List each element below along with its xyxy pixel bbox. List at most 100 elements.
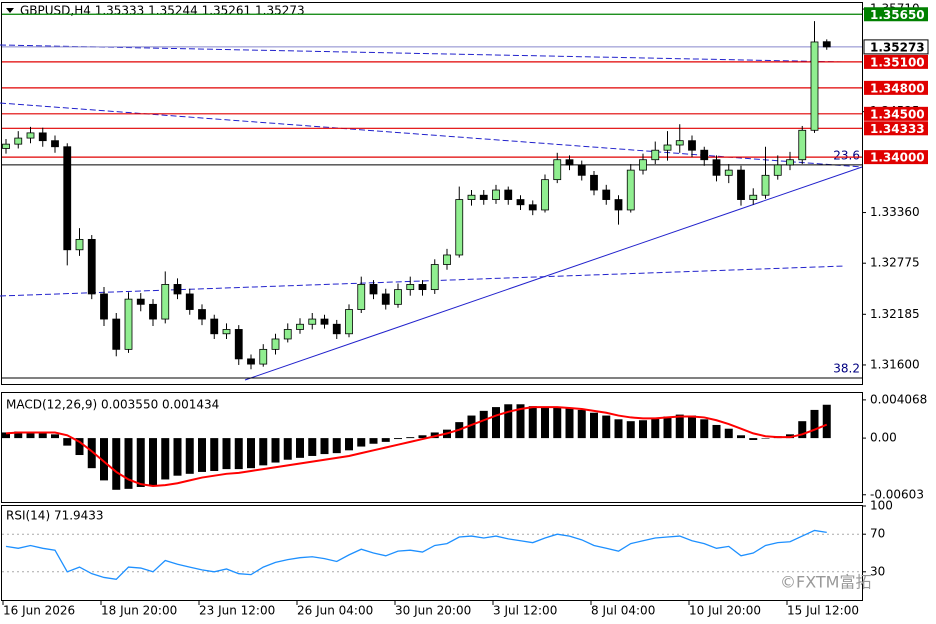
macd-bar	[320, 438, 329, 455]
level-box	[864, 106, 928, 121]
candle-body	[247, 358, 255, 365]
candle-body	[271, 338, 280, 350]
macd-bar	[639, 420, 647, 439]
candle-body	[553, 159, 562, 181]
menu-arrow[interactable]	[6, 8, 14, 13]
macd-bar	[357, 438, 366, 447]
candle-body	[14, 137, 23, 145]
macd-panel	[1, 392, 863, 503]
macd-bar	[492, 407, 500, 439]
candle-body	[222, 329, 231, 335]
candle-body	[675, 140, 684, 146]
candle-body	[443, 254, 451, 265]
candle-body	[26, 132, 35, 139]
macd-title: MACD(12,26,9) 0.003550 0.001434	[6, 398, 219, 412]
level-box	[864, 7, 928, 22]
price-panel	[1, 2, 863, 385]
macd-bar	[761, 438, 770, 439]
candle-body	[369, 284, 378, 295]
level-box	[864, 150, 928, 165]
candle-body	[296, 323, 304, 330]
x-tick-label: 8 Jul 04:00	[591, 604, 655, 618]
candle-body	[712, 159, 721, 176]
macd-bar	[234, 438, 243, 470]
chart-title: GBPUSD,H4 1.35333 1.35244 1.35261 1.3527…	[20, 4, 305, 18]
candle-body	[418, 284, 427, 291]
level-label: 1.35100	[870, 55, 925, 69]
y-tick-label: 1.31600	[870, 357, 920, 371]
candle-body	[87, 238, 96, 295]
macd-bar	[467, 415, 476, 439]
candle-body	[565, 159, 574, 166]
macd-bar	[810, 409, 819, 439]
candle-body	[541, 179, 549, 211]
candle-body	[479, 194, 488, 200]
fib-label: 38.2	[833, 361, 860, 375]
x-tick-label: 15 Jul 12:00	[787, 604, 859, 618]
y-tick-label: 1.33360	[870, 205, 920, 219]
x-tick-label: 3 Jul 12:00	[493, 604, 557, 618]
macd-bar	[724, 428, 733, 439]
macd-bar	[222, 438, 231, 470]
macd-bar	[161, 438, 170, 480]
candle-body	[737, 169, 745, 200]
candle-body	[626, 169, 635, 211]
x-tick-label: 30 Jun 20:00	[395, 604, 471, 618]
macd-bar	[332, 438, 341, 454]
macd-bar	[51, 434, 59, 439]
candle-body	[528, 204, 537, 211]
rsi-panel	[1, 505, 863, 601]
candle-body	[198, 309, 206, 320]
macd-bar	[675, 414, 684, 439]
y-tick-label: -0.00603	[870, 487, 924, 501]
watermark: ©FXTM富拓	[780, 573, 871, 592]
macd-bar	[737, 435, 745, 439]
candle-body	[357, 284, 366, 310]
macd-bar	[26, 431, 35, 439]
candle-body	[161, 284, 170, 320]
signal-line	[5, 406, 828, 488]
candle-body	[504, 189, 513, 200]
candle-body	[332, 323, 341, 335]
candle-body	[639, 159, 647, 171]
candle-body	[100, 293, 108, 320]
y-tick-label: 100	[870, 499, 893, 513]
macd-bar	[553, 407, 562, 439]
macd-bar	[700, 419, 709, 439]
y-tick-label: 70	[870, 527, 885, 541]
macd-bar	[100, 438, 108, 481]
candle-body	[38, 132, 47, 142]
macd-bar	[14, 431, 23, 439]
macd-bar	[504, 404, 513, 439]
candle-body	[173, 284, 182, 295]
x-tick-label: 10 Jul 20:00	[689, 604, 761, 618]
candle-body	[761, 174, 770, 196]
macd-bar	[381, 438, 390, 442]
candle-body	[810, 41, 819, 131]
trendline	[0, 265, 846, 297]
y-tick-label: 1.32185	[870, 307, 920, 321]
level-box	[864, 80, 928, 95]
candle-body	[345, 309, 353, 335]
candle-body	[210, 318, 219, 335]
macd-bar	[663, 416, 672, 439]
y-tick-label: 0.004068	[870, 392, 927, 406]
candle-body	[51, 140, 59, 148]
macd-bar	[345, 438, 353, 451]
macd-bar	[112, 438, 121, 490]
macd-bar	[369, 438, 378, 444]
candle-body	[749, 194, 758, 200]
macd-bar	[798, 421, 807, 439]
candle-body	[136, 298, 145, 305]
candle-body	[406, 284, 415, 291]
x-tick-label: 23 Jun 12:00	[199, 604, 275, 618]
macd-bar	[626, 421, 635, 439]
level-label: 1.35273	[870, 40, 925, 54]
macd-bar	[602, 415, 611, 439]
level-box	[864, 54, 928, 69]
candle-body	[320, 318, 329, 325]
macd-bar	[210, 438, 219, 471]
candle-body	[430, 264, 439, 291]
candle-body	[394, 289, 402, 305]
macd-bar	[63, 438, 72, 446]
